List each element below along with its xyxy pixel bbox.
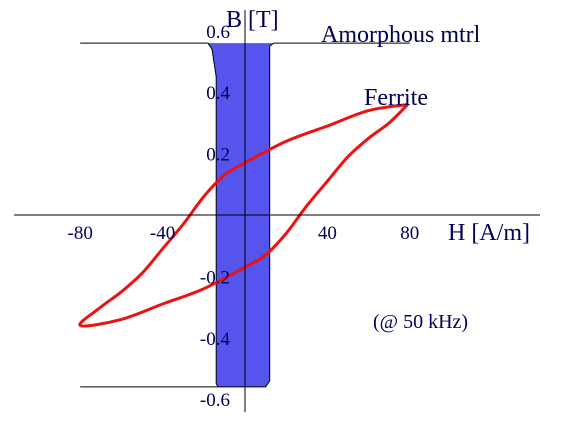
- y-tick-label: -0.6: [200, 390, 230, 411]
- ferrite-label: Ferrite: [364, 85, 428, 111]
- x-tick-label: 40: [318, 223, 337, 244]
- y-tick-label: -0.2: [200, 267, 230, 288]
- y-tick-label: 0.6: [206, 22, 230, 43]
- amorphous-label: Amorphous mtrl: [321, 22, 481, 48]
- y-tick-label: 0.2: [206, 145, 230, 166]
- x-axis-label: H [A/m]: [448, 220, 530, 246]
- x-tick-label: -80: [68, 223, 93, 244]
- x-tick-label: 80: [400, 223, 419, 244]
- amorphous-loop-lower-line: [80, 42, 410, 388]
- y-axis-label: B [T]: [226, 7, 279, 33]
- tick-labels: -80 -40 40 80 0.6 0.4 0.2 -0.2 -0.4 -0.6: [68, 22, 420, 411]
- y-tick-label: 0.4: [206, 83, 230, 104]
- amorphous-loop-upper-line: [80, 42, 219, 388]
- y-tick-label: -0.4: [200, 329, 231, 350]
- x-tick-label: -40: [150, 223, 175, 244]
- frequency-note: (@ 50 kHz): [373, 311, 468, 333]
